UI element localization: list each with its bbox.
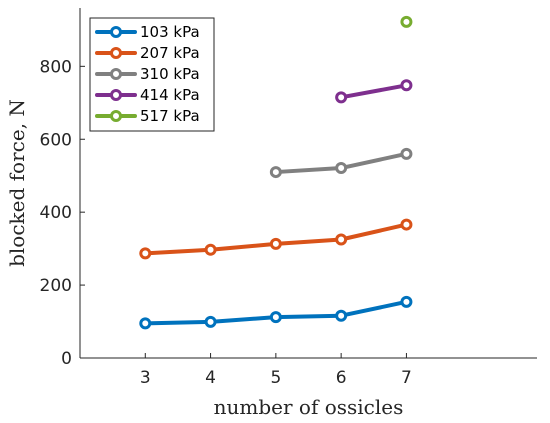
data-point: [139, 317, 152, 330]
legend-item: 310 kPa: [95, 65, 200, 83]
data-point: [400, 15, 413, 28]
legend-swatch-marker: [110, 110, 122, 122]
x-axis-title: number of ossicles: [214, 395, 404, 419]
legend-label: 207 kPa: [140, 44, 200, 62]
y-tick-label: 400: [40, 203, 72, 223]
series-group: [269, 147, 413, 179]
series-group: [400, 15, 413, 28]
legend-swatch-marker: [110, 47, 122, 59]
legend-item: 517 kPa: [95, 107, 200, 125]
x-tick-label: 6: [336, 368, 347, 388]
legend-label: 310 kPa: [140, 65, 200, 83]
data-point: [335, 162, 348, 175]
x-tick-label: 7: [401, 368, 412, 388]
data-point: [269, 166, 282, 179]
x-tick-label: 4: [205, 368, 216, 388]
legend: 103 kPa 207 kPa 310 kPa 414 kPa 517 kPa: [89, 17, 215, 132]
y-axis-title: blocked force, N: [5, 99, 29, 267]
series-line: [339, 83, 409, 100]
data-point: [400, 218, 413, 231]
y-tick-label: 800: [40, 57, 72, 77]
legend-swatch-marker: [110, 26, 122, 38]
legend-label: 517 kPa: [140, 107, 200, 125]
legend-item: 207 kPa: [95, 44, 200, 62]
data-point: [400, 147, 413, 160]
legend-item: 414 kPa: [95, 86, 200, 104]
data-point: [269, 311, 282, 324]
data-point: [269, 237, 282, 250]
series-group: [139, 218, 413, 260]
data-point: [139, 247, 152, 260]
x-tick-label: 3: [140, 368, 151, 388]
data-point: [204, 315, 217, 328]
legend-label: 414 kPa: [140, 86, 200, 104]
data-point: [335, 91, 348, 104]
y-tick-label: 200: [40, 276, 72, 296]
legend-item: 103 kPa: [95, 23, 200, 41]
x-ticks: 3 4 5 6 7: [140, 353, 412, 388]
data-series: [139, 15, 413, 330]
legend-swatch-marker: [110, 89, 122, 101]
series-group: [139, 295, 413, 330]
x-tick-label: 5: [270, 368, 281, 388]
data-point: [335, 309, 348, 322]
legend-label: 103 kPa: [140, 23, 200, 41]
data-point: [335, 233, 348, 246]
data-point: [400, 79, 413, 92]
data-point: [204, 243, 217, 256]
y-tick-label: 600: [40, 130, 72, 150]
data-point: [400, 295, 413, 308]
y-ticks: 0 200 400 600 800: [40, 57, 85, 369]
y-tick-label: 0: [61, 349, 72, 369]
legend-swatch-marker: [110, 68, 122, 80]
series-group: [335, 79, 413, 104]
